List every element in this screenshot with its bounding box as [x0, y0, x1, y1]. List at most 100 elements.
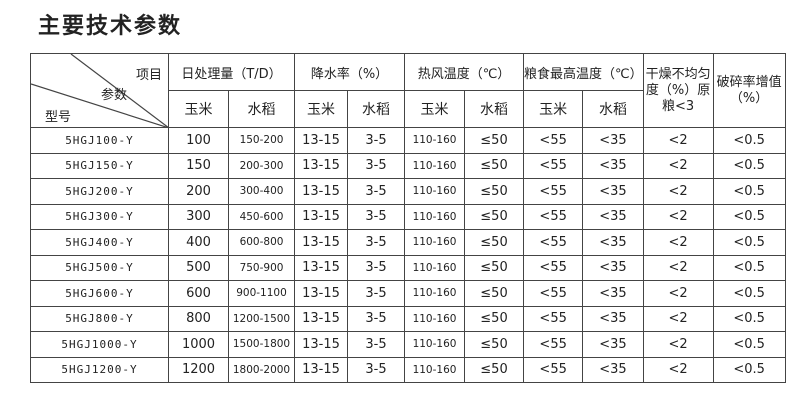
- rice-header: 水稻: [582, 90, 644, 128]
- table-cell: 1000: [168, 331, 229, 358]
- table-row: 5HGJ200-Y 200 300-400 13-15 3-5 110-160 ≤50 <55…: [30, 178, 786, 205]
- table-cell: <55: [522, 305, 584, 332]
- corn-header: 玉米: [294, 90, 348, 128]
- table-cell: 500: [168, 254, 229, 281]
- table-cell: 5HGJ200-Y: [30, 178, 169, 205]
- table-cell: 3-5: [347, 152, 405, 179]
- table-cell: <2: [642, 305, 714, 332]
- table-cell: 1200: [168, 356, 229, 383]
- table-cell: <35: [582, 280, 644, 307]
- param-label: 参数: [101, 88, 128, 103]
- table-cell: 800: [168, 305, 229, 332]
- table-cell: 900-1100: [228, 280, 295, 307]
- table-cell: <55: [522, 280, 584, 307]
- table-cell: <2: [642, 280, 714, 307]
- table-cell: <0.5: [712, 331, 786, 358]
- table-row: 5HGJ150-Y 150 200-300 13-15 3-5 110-160 ≤50 <55…: [30, 152, 786, 179]
- table-cell: 3-5: [347, 178, 405, 205]
- table-cell: <0.5: [712, 229, 786, 256]
- table-cell: 5HGJ150-Y: [30, 152, 169, 179]
- table-cell: 600: [168, 280, 229, 307]
- table-cell: 5HGJ800-Y: [30, 305, 169, 332]
- table-cell: ≤50: [464, 254, 524, 281]
- table-cell: 13-15: [294, 178, 348, 205]
- table-cell: 150-200: [228, 127, 295, 154]
- corn-header: 玉米: [168, 90, 229, 128]
- table-cell: 1500-1800: [228, 331, 295, 358]
- rice-header: 水稻: [228, 90, 295, 128]
- table-cell: <2: [642, 229, 714, 256]
- table-row: 5HGJ100-Y 100 150-200 13-15 3-5 110-160 ≤50 <55…: [30, 127, 786, 154]
- uneven-header: 干燥不均匀度（%）原粮<3: [642, 53, 714, 128]
- table-cell: 5HGJ500-Y: [30, 254, 169, 281]
- table-cell: 110-160: [404, 127, 465, 154]
- table-cell: <0.5: [712, 280, 786, 307]
- table-cell: ≤50: [464, 127, 524, 154]
- table-cell: <35: [582, 178, 644, 205]
- table-cell: <0.5: [712, 356, 786, 383]
- table-cell: <0.5: [712, 203, 786, 230]
- table-cell: <2: [642, 254, 714, 281]
- table-cell: 13-15: [294, 127, 348, 154]
- table-cell: 13-15: [294, 254, 348, 281]
- table-row: 5HGJ1000-Y 1000 1500-1800 13-15 3-5 110-160 ≤5…: [30, 331, 786, 358]
- moisture-header: 降水率（%）: [294, 53, 405, 91]
- table-cell: ≤50: [464, 178, 524, 205]
- table-cell: <2: [642, 331, 714, 358]
- table-cell: <0.5: [712, 127, 786, 154]
- table-cell: <0.5: [712, 178, 786, 205]
- corn-header: 玉米: [404, 90, 465, 128]
- model-label: 型号: [45, 110, 72, 125]
- table-cell: 5HGJ300-Y: [30, 203, 169, 230]
- table-cell: 100: [168, 127, 229, 154]
- table-cell: ≤50: [464, 229, 524, 256]
- table-cell: <2: [642, 203, 714, 230]
- table-cell: 5HGJ1200-Y: [30, 356, 169, 383]
- table-cell: 200: [168, 178, 229, 205]
- table-row: 5HGJ500-Y 500 750-900 13-15 3-5 110-160 ≤50 <55…: [30, 254, 786, 281]
- table-cell: 13-15: [294, 356, 348, 383]
- table-row: 5HGJ1200-Y 1200 1800-2000 13-15 3-5 110-160 ≤5…: [30, 356, 786, 383]
- table-cell: 110-160: [404, 305, 465, 332]
- table-cell: 3-5: [347, 229, 405, 256]
- table-cell: 110-160: [404, 178, 465, 205]
- table-row: 5HGJ600-Y 600 900-1100 13-15 3-5 110-160 ≤50 <5…: [30, 280, 786, 307]
- table-cell: ≤50: [464, 280, 524, 307]
- table-cell: 3-5: [347, 305, 405, 332]
- table-cell: 3-5: [347, 356, 405, 383]
- table-cell: 450-600: [228, 203, 295, 230]
- rice-header: 水稻: [464, 90, 524, 128]
- rice-header: 水稻: [347, 90, 405, 128]
- table-cell: <35: [582, 203, 644, 230]
- table-cell: <2: [642, 178, 714, 205]
- table-cell: 1800-2000: [228, 356, 295, 383]
- table-cell: <35: [582, 127, 644, 154]
- table-cell: 110-160: [404, 152, 465, 179]
- page-title: 主要技术参数: [38, 14, 183, 39]
- table-cell: 200-300: [228, 152, 295, 179]
- table-cell: ≤50: [464, 356, 524, 383]
- table-cell: <55: [522, 152, 584, 179]
- table-row: 5HGJ800-Y 800 1200-1500 13-15 3-5 110-160 ≤50 <…: [30, 305, 786, 332]
- table-cell: 3-5: [347, 203, 405, 230]
- table-cell: <35: [582, 305, 644, 332]
- table-cell: <35: [582, 229, 644, 256]
- table-cell: <0.5: [712, 254, 786, 281]
- grain-max-header: 粮食最高温度（℃）: [523, 53, 644, 91]
- table-cell: 13-15: [294, 203, 348, 230]
- table-row: 5HGJ300-Y 300 450-600 13-15 3-5 110-160 ≤50 <55…: [30, 203, 786, 230]
- table-cell: 5HGJ600-Y: [30, 280, 169, 307]
- table-cell: ≤50: [464, 203, 524, 230]
- table-cell: <35: [582, 356, 644, 383]
- table-cell: 110-160: [404, 280, 465, 307]
- table-cell: <0.5: [712, 152, 786, 179]
- table-cell: 5HGJ100-Y: [30, 127, 169, 154]
- table-cell: <55: [522, 254, 584, 281]
- table-cell: 3-5: [347, 331, 405, 358]
- table-cell: 5HGJ400-Y: [30, 229, 169, 256]
- broken-header: 破碎率增值（%）: [712, 53, 786, 128]
- table-cell: 1200-1500: [228, 305, 295, 332]
- table-cell: 3-5: [347, 127, 405, 154]
- table-cell: 750-900: [228, 254, 295, 281]
- item-label: 项目: [135, 68, 162, 83]
